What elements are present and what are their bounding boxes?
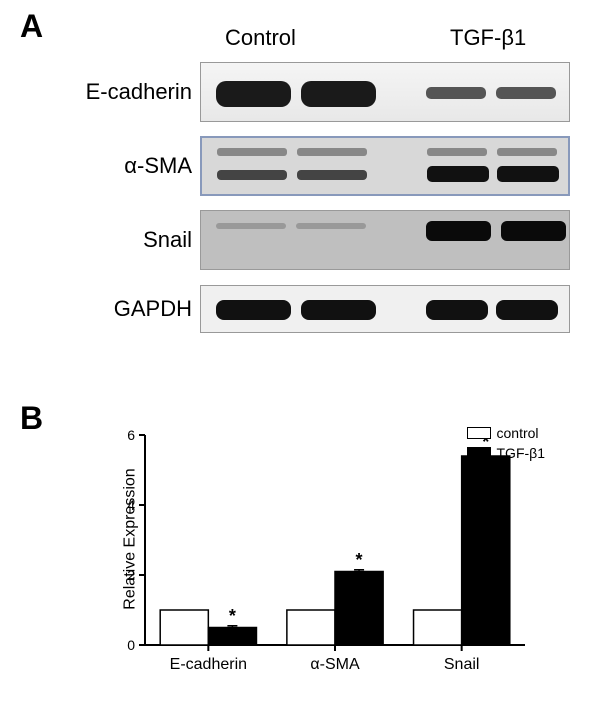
blot-lanes-snail <box>200 210 570 270</box>
band <box>496 300 558 320</box>
band <box>501 221 566 241</box>
blot-header-control: Control <box>225 25 296 51</box>
band <box>301 300 376 320</box>
blot-row-ecadherin: E-cadherin <box>80 61 580 123</box>
band <box>296 223 366 229</box>
legend-box-tgfb1 <box>467 447 491 459</box>
blot-row-snail: Snail <box>80 209 580 271</box>
legend-item-control: control <box>467 425 546 441</box>
band <box>427 148 487 156</box>
legend-label-tgfb1: TGF-β1 <box>497 445 546 461</box>
blot-lanes-asma <box>200 136 570 196</box>
panel-a-label: A <box>20 8 43 45</box>
band <box>427 166 489 182</box>
blot-row-gapdh: GAPDH <box>80 283 580 335</box>
band <box>297 148 367 156</box>
blot-lanes-gapdh <box>200 285 570 333</box>
blot-lanes-ecadherin <box>200 62 570 122</box>
band <box>216 81 291 107</box>
band <box>497 148 557 156</box>
band <box>297 170 367 180</box>
blot-label-gapdh: GAPDH <box>80 296 200 322</box>
legend-item-tgfb1: TGF-β1 <box>467 445 546 461</box>
band <box>496 87 556 99</box>
bar-chart: Relative Expression control TGF-β1 0246E… <box>90 420 580 700</box>
legend-label-control: control <box>497 425 539 441</box>
svg-text:α-SMA: α-SMA <box>310 656 360 673</box>
legend-box-control <box>467 427 491 439</box>
band <box>426 221 491 241</box>
chart-ylabel: Relative Expression <box>122 468 140 609</box>
chart-legend: control TGF-β1 <box>467 425 546 465</box>
svg-text:0: 0 <box>127 637 135 653</box>
blot-label-snail: Snail <box>80 227 200 253</box>
blot-label-asma: α-SMA <box>80 153 200 179</box>
svg-text:Snail: Snail <box>444 656 480 673</box>
band <box>217 170 287 180</box>
band <box>497 166 559 182</box>
svg-text:E-cadherin: E-cadherin <box>170 656 247 673</box>
band <box>217 148 287 156</box>
svg-text:6: 6 <box>127 427 135 443</box>
band <box>426 300 488 320</box>
band <box>216 300 291 320</box>
svg-text:*: * <box>229 606 236 626</box>
band <box>216 223 286 229</box>
panel-b-label: B <box>20 400 43 437</box>
band <box>426 87 486 99</box>
blot-row-asma: α-SMA <box>80 135 580 197</box>
blot-header-tgfb1: TGF-β1 <box>450 25 526 51</box>
western-blot: Control TGF-β1 E-cadherin α-SMA Snail <box>80 25 580 347</box>
svg-text:*: * <box>356 550 363 570</box>
blot-label-ecadherin: E-cadherin <box>80 79 200 105</box>
band <box>301 81 376 107</box>
